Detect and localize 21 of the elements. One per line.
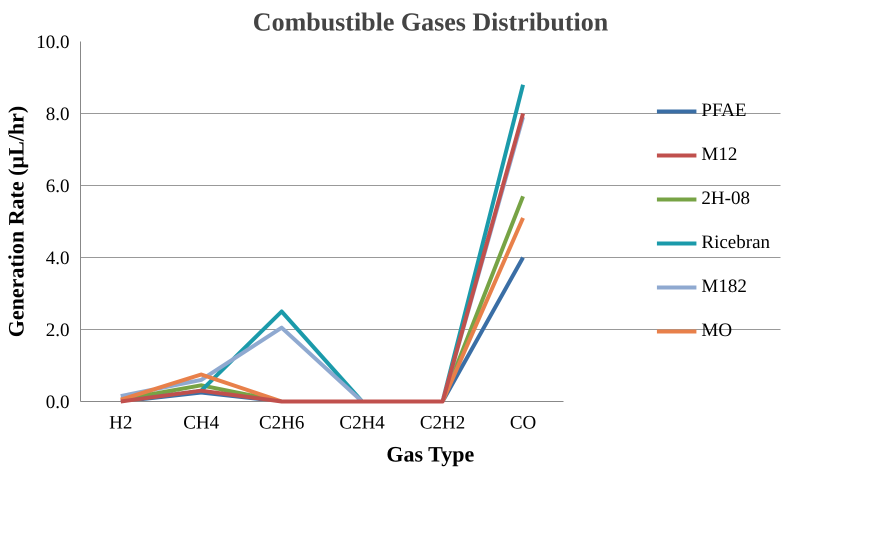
chart-title: Combustible Gases Distribution (252, 8, 609, 36)
y-tick-label: 10.0 (36, 32, 70, 53)
x-tick-label: CO (510, 412, 536, 434)
legend-label: MO (701, 320, 732, 342)
y-tick-label: 8.0 (46, 104, 70, 125)
legend-label: Ricebran (701, 232, 770, 254)
legend-label: 2H-08 (701, 188, 750, 210)
y-tick-label: 4.0 (46, 248, 70, 269)
y-axis-title: Generation Rate (µL/hr) (3, 106, 28, 338)
x-axis-title: Gas Type (386, 442, 474, 466)
y-tick-label: 2.0 (46, 320, 70, 341)
x-tick-label: CH4 (183, 412, 220, 434)
y-tick-label: 6.0 (46, 176, 70, 197)
x-tick-label: C2H6 (258, 412, 304, 434)
legend-label: M12 (701, 144, 738, 166)
x-tick-label: C2H4 (339, 412, 386, 434)
y-tick-label: 0.0 (46, 392, 70, 413)
x-tick-label: H2 (109, 412, 132, 434)
legend-label: PFAE (701, 100, 746, 122)
x-tick-label: C2H2 (420, 412, 466, 434)
legend-label: M182 (701, 276, 747, 298)
